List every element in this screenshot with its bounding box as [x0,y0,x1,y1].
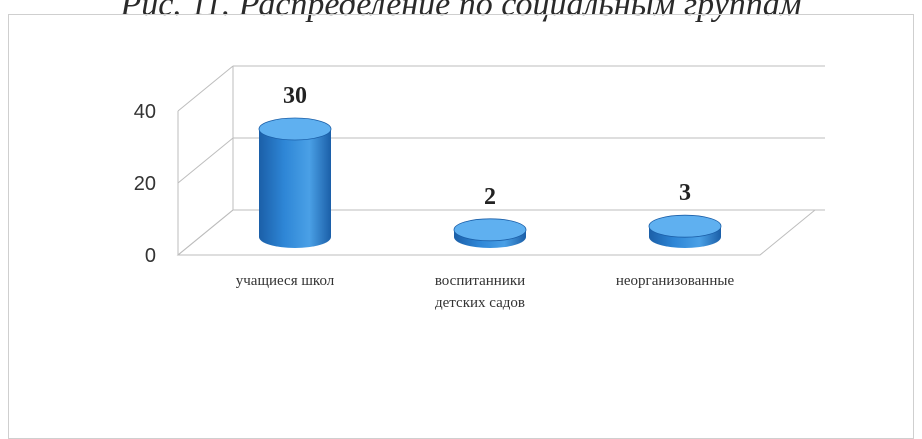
bar [453,218,527,248]
gridline-side-1 [177,137,234,184]
bar-body [259,129,331,248]
chart-floor [176,209,817,256]
bar-top [258,117,332,141]
y-tick-label: 0 [145,245,156,267]
bar-top [648,214,722,238]
y-tick-label: 40 [134,101,156,123]
x-tick-label: воспитанники [435,273,525,289]
x-tick-label: неорганизованные [616,273,735,289]
x-tick-label: учащиеся школ [236,273,335,289]
bar [258,117,332,248]
gridline-side-2 [177,65,234,112]
data-label: 2 [484,184,496,210]
bar-top [453,218,527,242]
figure-caption: Рис. 11. Распределение по социальным гру… [120,0,802,23]
x-tick-label: детских садов [435,295,525,311]
data-label: 3 [679,180,691,206]
bar [648,214,722,248]
data-label: 30 [283,83,307,109]
y-tick-label: 20 [134,173,156,195]
